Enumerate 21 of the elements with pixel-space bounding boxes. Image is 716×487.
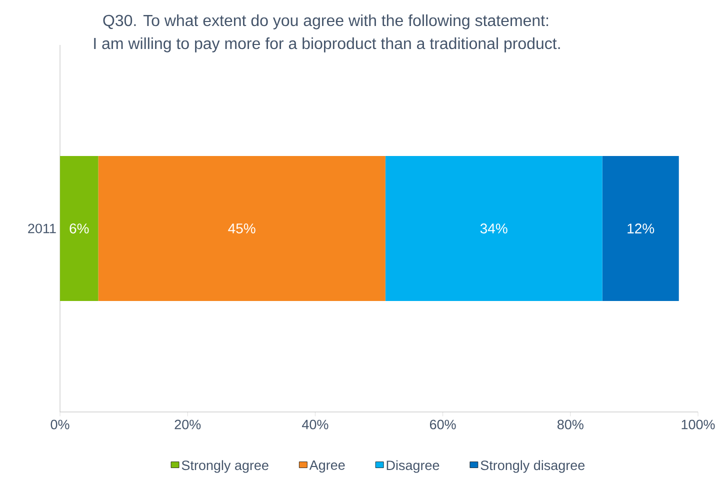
chart-subtitle: I am willing to pay more for a bioproduct than a traditional product. <box>94 37 560 52</box>
bar <box>60 156 98 301</box>
data-label: 12% <box>628 224 654 234</box>
bar <box>602 156 679 301</box>
legend-label: Disagree <box>386 460 440 473</box>
chart-title: Q30. To what extent do you agree with the following statement: <box>103 14 548 30</box>
legend-label: Strongly agree <box>182 460 268 473</box>
bar <box>98 156 386 301</box>
x-tick-label: 20% <box>174 420 201 430</box>
bar <box>385 156 602 301</box>
data-label: 6% <box>70 224 89 234</box>
x-tick-label: 80% <box>557 420 584 430</box>
y-tick-label: 2011 <box>28 224 56 234</box>
legend-label: Agree <box>309 460 345 473</box>
legend-label: Strongly disagree <box>480 460 585 473</box>
x-tick-label: 100% <box>682 420 715 430</box>
data-label: 45% <box>228 224 256 234</box>
x-tick-label: 40% <box>302 420 328 430</box>
data-label: 34% <box>480 224 508 234</box>
x-tick-label: 0% <box>50 420 70 430</box>
x-tick-label: 60% <box>430 420 456 430</box>
